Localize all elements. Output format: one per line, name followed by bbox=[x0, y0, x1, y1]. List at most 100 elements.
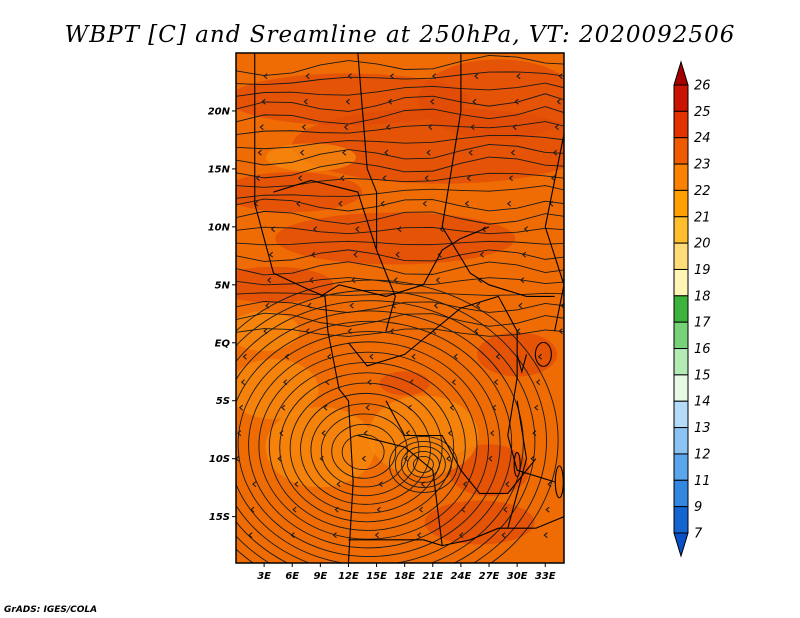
streamline-arrow bbox=[353, 251, 358, 258]
streamline-arrow bbox=[491, 404, 497, 411]
colorbar-max-triangle bbox=[673, 60, 689, 86]
streamline-arrow bbox=[545, 506, 550, 513]
streamline-arrow bbox=[461, 506, 466, 513]
streamline-arrow bbox=[530, 455, 535, 462]
streamline-arrow bbox=[298, 175, 303, 182]
streamline bbox=[236, 210, 564, 225]
streamline-arrow bbox=[512, 124, 517, 131]
colorbar-swatch bbox=[673, 110, 689, 139]
colorbar-label: 16 bbox=[694, 342, 711, 357]
streamline-arrow bbox=[319, 455, 324, 462]
streamline bbox=[236, 279, 559, 563]
streamline-arrow bbox=[424, 175, 429, 182]
x-tick-label: 9E bbox=[313, 571, 327, 582]
field-patch bbox=[379, 371, 430, 396]
streamline-arrow bbox=[567, 227, 570, 232]
streamline-arrow bbox=[263, 328, 268, 335]
colorbar-swatch bbox=[673, 84, 689, 112]
colorbar-label: 19 bbox=[694, 263, 711, 278]
streamline bbox=[236, 156, 564, 179]
streamline-arrow bbox=[325, 379, 330, 386]
streamline-arrow bbox=[532, 430, 537, 437]
streamline-arrow bbox=[389, 73, 394, 80]
streamline bbox=[236, 289, 547, 563]
streamline bbox=[236, 261, 564, 276]
streamline bbox=[310, 403, 420, 497]
streamline-arrow bbox=[534, 404, 539, 411]
streamline bbox=[236, 198, 564, 212]
y-tick-label: 15S bbox=[209, 512, 230, 523]
streamline-arrow bbox=[536, 379, 541, 386]
streamline-arrow bbox=[365, 404, 370, 411]
colorbar-swatch bbox=[673, 295, 689, 323]
streamline-arrow bbox=[263, 73, 268, 80]
x-axis: 3E 6E 9E 12E 15E 18E 21E 24E 27E 30E 33E bbox=[257, 563, 556, 582]
boundary-line bbox=[273, 179, 378, 251]
streamline-arrow bbox=[459, 532, 464, 539]
streamline-arrow bbox=[237, 430, 242, 437]
streamline-arrow bbox=[488, 455, 493, 462]
boundary-line bbox=[348, 516, 564, 547]
streamline-arrow bbox=[296, 200, 301, 207]
streamline-arrow bbox=[347, 73, 352, 80]
streamline-arrow bbox=[426, 149, 431, 156]
colorbar-swatch bbox=[673, 268, 689, 297]
streamline-arrow bbox=[363, 430, 368, 437]
streamline-arrow bbox=[252, 481, 257, 488]
streamline-arrow bbox=[508, 175, 513, 182]
streamline-arrow bbox=[242, 353, 247, 360]
boundary-line bbox=[441, 53, 555, 297]
field-patch bbox=[236, 311, 300, 352]
streamline bbox=[236, 300, 536, 563]
streamline-arrow bbox=[367, 379, 372, 386]
colorbar-swatch bbox=[673, 163, 689, 191]
streamline-arrow bbox=[309, 277, 314, 284]
streamline bbox=[236, 121, 564, 136]
streamline bbox=[236, 134, 564, 150]
streamline-arrow bbox=[495, 353, 500, 360]
streamline-arrow bbox=[279, 430, 284, 437]
streamline-arrow bbox=[506, 200, 512, 207]
colorbar-label: 15 bbox=[694, 368, 711, 383]
streamline-arrow bbox=[336, 481, 341, 488]
streamline-arrow bbox=[305, 73, 310, 80]
colorbar-label: 26 bbox=[694, 79, 711, 94]
streamline-arrow bbox=[474, 73, 479, 80]
boundary-line bbox=[254, 53, 354, 563]
streamline-arrow bbox=[342, 149, 347, 156]
streamline bbox=[258, 351, 478, 540]
streamline bbox=[406, 451, 440, 478]
colorbar-min-triangle bbox=[673, 532, 689, 558]
streamline bbox=[236, 172, 564, 188]
streamline-arrow bbox=[468, 149, 473, 156]
streamline-arrow bbox=[428, 124, 433, 131]
streamline-arrow bbox=[259, 124, 264, 131]
streamline-arrow bbox=[290, 532, 295, 539]
x-tick-label: 12E bbox=[338, 571, 359, 582]
streamline-arrow bbox=[405, 430, 410, 437]
streamline-arrow bbox=[453, 353, 458, 360]
streamline bbox=[236, 226, 564, 235]
field-patch bbox=[418, 59, 564, 140]
streamline-arrow bbox=[518, 302, 523, 309]
streamline-arrow bbox=[321, 430, 326, 437]
streamline-arrow bbox=[537, 353, 543, 360]
streamline-arrow bbox=[403, 455, 409, 462]
streamline-arrow bbox=[268, 251, 274, 258]
streamline-arrow bbox=[476, 302, 481, 309]
y-tick-label: 5N bbox=[215, 280, 231, 291]
streamline-arrow bbox=[340, 175, 345, 182]
streamline-arrow bbox=[347, 328, 352, 335]
x-tick-label: 27E bbox=[479, 571, 500, 582]
streamline-arrow bbox=[236, 455, 240, 462]
streamline-arrow bbox=[514, 98, 519, 105]
boundary-line bbox=[507, 400, 528, 529]
streamline-arrow bbox=[451, 379, 456, 386]
streamline-arrow bbox=[349, 302, 354, 309]
streamline-arrow bbox=[470, 124, 475, 131]
y-tick-label: 10N bbox=[208, 222, 231, 233]
streamline-arrow bbox=[474, 328, 479, 335]
streamline bbox=[248, 341, 489, 549]
streamline-arrow bbox=[430, 98, 435, 105]
streamline-arrow bbox=[382, 175, 387, 182]
